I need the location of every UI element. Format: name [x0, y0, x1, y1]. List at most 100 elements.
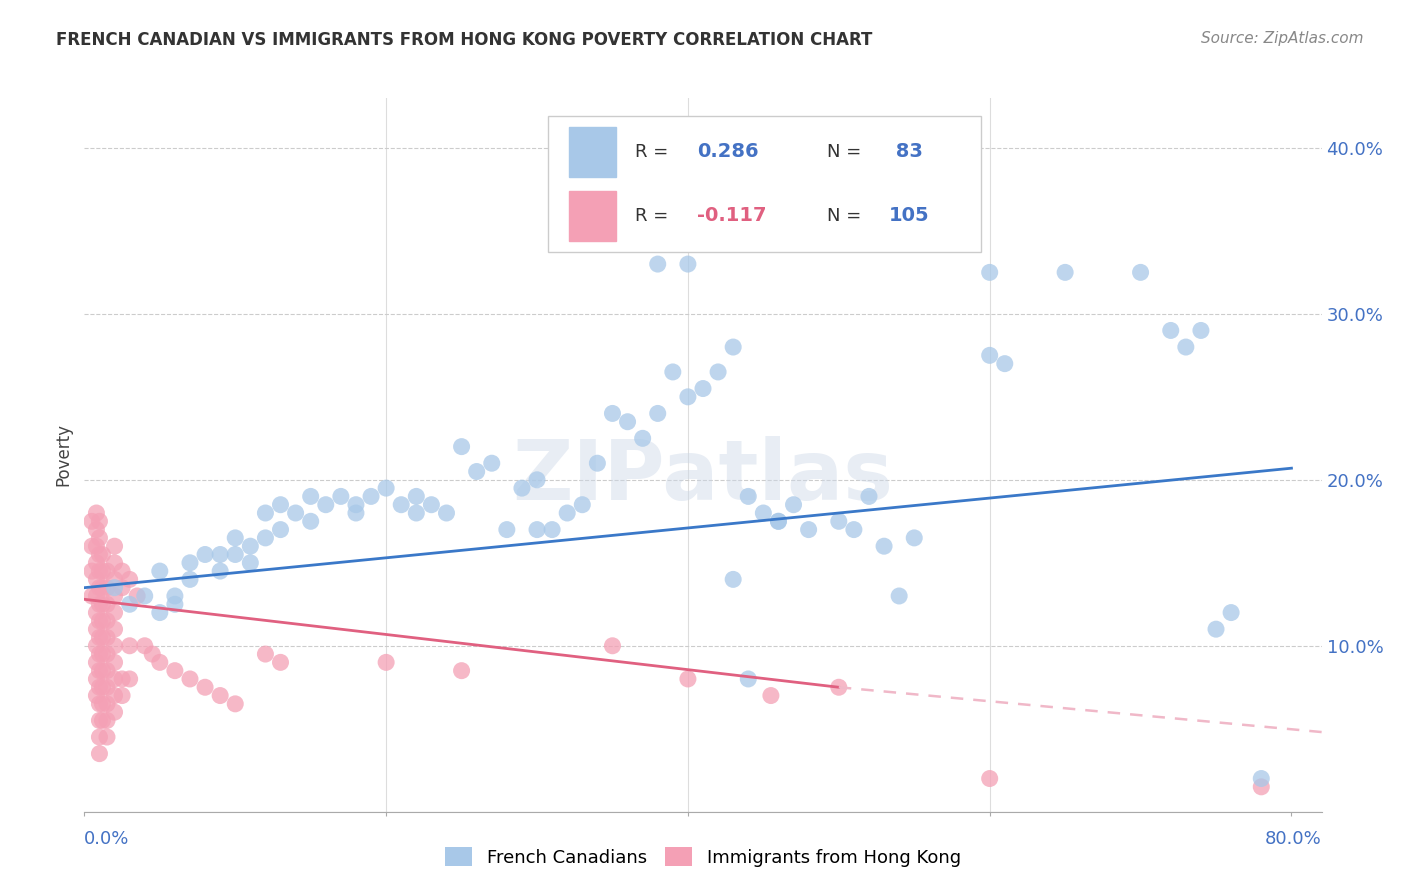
Text: R =: R = [636, 143, 673, 161]
Point [103, 606, 125, 620]
Point [118, 573, 141, 587]
Point [103, 689, 125, 703]
Point [96, 730, 118, 744]
Point [149, 564, 172, 578]
Point [209, 548, 232, 562]
Point [89, 514, 111, 528]
Point [80, 564, 103, 578]
Point [96, 581, 118, 595]
Text: FRENCH CANADIAN VS IMMIGRANTS FROM HONG KONG POVERTY CORRELATION CHART: FRENCH CANADIAN VS IMMIGRANTS FROM HONG … [56, 31, 873, 49]
Point [86, 606, 108, 620]
Point [737, 490, 759, 504]
Point [1054, 265, 1077, 279]
Point [89, 564, 111, 578]
Point [692, 382, 714, 396]
Point [721, 340, 744, 354]
Point [676, 257, 699, 271]
Point [526, 473, 548, 487]
Point [103, 705, 125, 719]
Text: N =: N = [827, 207, 866, 225]
Point [405, 490, 427, 504]
Point [662, 365, 685, 379]
Text: N =: N = [827, 143, 866, 161]
Point [1205, 622, 1227, 636]
Point [89, 548, 111, 562]
Point [1174, 340, 1197, 354]
Point [86, 523, 108, 537]
Point [179, 672, 201, 686]
Point [89, 680, 111, 694]
Point [86, 539, 108, 553]
Point [270, 498, 292, 512]
Point [239, 556, 262, 570]
Point [103, 656, 125, 670]
Point [91, 697, 114, 711]
Point [209, 564, 232, 578]
Point [89, 664, 111, 678]
Point [96, 597, 118, 611]
Point [80, 539, 103, 553]
Point [315, 498, 337, 512]
Point [344, 506, 367, 520]
Y-axis label: Poverty: Poverty [55, 424, 73, 486]
Point [450, 440, 472, 454]
Point [91, 680, 114, 694]
Text: 83: 83 [889, 142, 922, 161]
Point [96, 647, 118, 661]
Point [91, 597, 114, 611]
Text: R =: R = [636, 207, 673, 225]
Point [86, 589, 108, 603]
Point [389, 498, 412, 512]
Point [495, 523, 517, 537]
Point [586, 456, 609, 470]
Point [759, 689, 782, 703]
Point [526, 523, 548, 537]
Point [571, 498, 593, 512]
Point [103, 573, 125, 587]
Point [602, 639, 624, 653]
Point [194, 548, 217, 562]
Point [1129, 265, 1152, 279]
Point [209, 689, 232, 703]
Point [994, 357, 1017, 371]
Point [450, 664, 472, 678]
Point [89, 697, 111, 711]
Point [465, 465, 488, 479]
Point [86, 556, 108, 570]
Point [254, 531, 277, 545]
Point [86, 656, 108, 670]
Point [541, 523, 564, 537]
Text: 0.286: 0.286 [697, 142, 758, 161]
Point [96, 564, 118, 578]
Point [889, 589, 911, 603]
Text: ZIPatlas: ZIPatlas [513, 436, 893, 516]
Point [118, 639, 141, 653]
Point [344, 498, 367, 512]
Text: Source: ZipAtlas.com: Source: ZipAtlas.com [1201, 31, 1364, 46]
Point [179, 556, 201, 570]
Point [420, 498, 443, 512]
Text: -0.117: -0.117 [697, 206, 766, 226]
Point [1220, 606, 1243, 620]
Point [86, 622, 108, 636]
Point [1250, 780, 1272, 794]
Point [86, 506, 108, 520]
Point [707, 365, 730, 379]
Point [375, 481, 398, 495]
Point [768, 514, 790, 528]
Point [91, 647, 114, 661]
Point [858, 224, 880, 238]
Point [118, 597, 141, 611]
Point [721, 573, 744, 587]
Point [163, 597, 186, 611]
Point [510, 481, 533, 495]
Point [768, 514, 790, 528]
Point [91, 564, 114, 578]
Point [254, 647, 277, 661]
Point [89, 647, 111, 661]
Point [86, 573, 108, 587]
Text: 80.0%: 80.0% [1265, 830, 1322, 847]
Point [134, 639, 156, 653]
Point [797, 523, 820, 537]
Point [103, 556, 125, 570]
